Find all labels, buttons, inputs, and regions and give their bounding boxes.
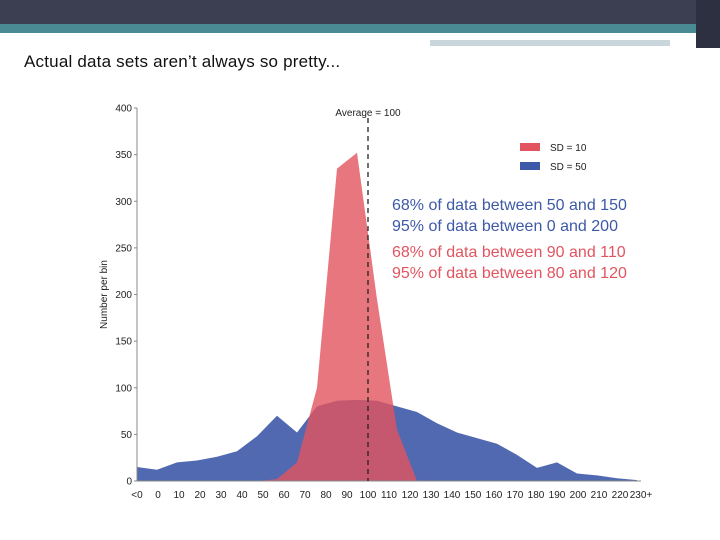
chart-labels: Number per bin Average = 100 SD = 10 SD = 5…: [99, 108, 627, 481]
x-tick-label: 10: [173, 490, 185, 501]
x-tick-label: <0: [131, 490, 143, 501]
annotation-blue-line: 68% of data between 50 and 150: [392, 197, 627, 214]
x-tick-label: 160: [486, 490, 503, 501]
x-tick-label: 70: [299, 490, 311, 501]
axes: 0 50 100 150 200 250 300 350 400 <0 0 10 20 30 40 50 60 7…: [115, 104, 652, 502]
y-axis-title: Number per bin: [99, 260, 110, 329]
x-tick-label: 180: [528, 490, 545, 501]
x-tick-label: 60: [278, 490, 290, 501]
x-tick-label: 0: [155, 490, 161, 501]
x-tick-label: 210: [591, 490, 608, 501]
x-tick-label: 30: [215, 490, 227, 501]
x-tick-label: 230+: [630, 490, 653, 501]
annotation-red-line: 68% of data between 90 and 110: [392, 244, 626, 261]
corner-block: [696, 0, 720, 48]
x-tick-label: 140: [444, 490, 461, 501]
plot-area: [137, 152, 637, 482]
annotation-red-line: 95% of data between 80 and 120: [392, 265, 627, 282]
x-tick-label: 220: [612, 490, 629, 501]
series-area-sd-10: [137, 152, 637, 482]
x-tick-label: 170: [507, 490, 524, 501]
legend-label: SD = 50: [550, 162, 587, 173]
x-tick-label: 150: [465, 490, 482, 501]
y-tick-label: 50: [121, 430, 133, 441]
x-tick-label: 50: [257, 490, 269, 501]
x-tick-label: 80: [320, 490, 332, 501]
x-tick-label: 90: [341, 490, 353, 501]
annotation-blue-line: 95% of data between 0 and 200: [392, 218, 618, 235]
top-title-bar: [0, 0, 720, 24]
x-tick-label: 100: [360, 490, 377, 501]
y-tick-label: 0: [126, 477, 132, 488]
slide-headline: Actual data sets aren’t always so pretty…: [24, 52, 341, 71]
y-tick-label: 200: [115, 290, 132, 301]
x-tick-label: 190: [549, 490, 566, 501]
y-tick-label: 100: [115, 383, 132, 394]
x-tick-label: 120: [402, 490, 419, 501]
legend-swatch: [520, 162, 540, 170]
y-tick-label: 250: [115, 243, 132, 254]
x-tick-label: 130: [423, 490, 440, 501]
x-tick-label: 40: [236, 490, 248, 501]
x-tick-label: 110: [381, 490, 397, 501]
y-tick-label: 300: [115, 197, 132, 208]
y-tick-label: 400: [115, 104, 132, 115]
average-label: Average = 100: [335, 108, 401, 119]
y-tick-label: 350: [115, 150, 132, 161]
x-tick-label: 20: [194, 490, 206, 501]
accent-stripe: [0, 24, 700, 33]
accent-stripe-secondary: [430, 40, 670, 46]
legend-swatch: [520, 143, 540, 151]
y-tick-label: 150: [115, 337, 132, 348]
legend-label: SD = 10: [550, 143, 587, 154]
x-tick-label: 200: [570, 490, 587, 501]
